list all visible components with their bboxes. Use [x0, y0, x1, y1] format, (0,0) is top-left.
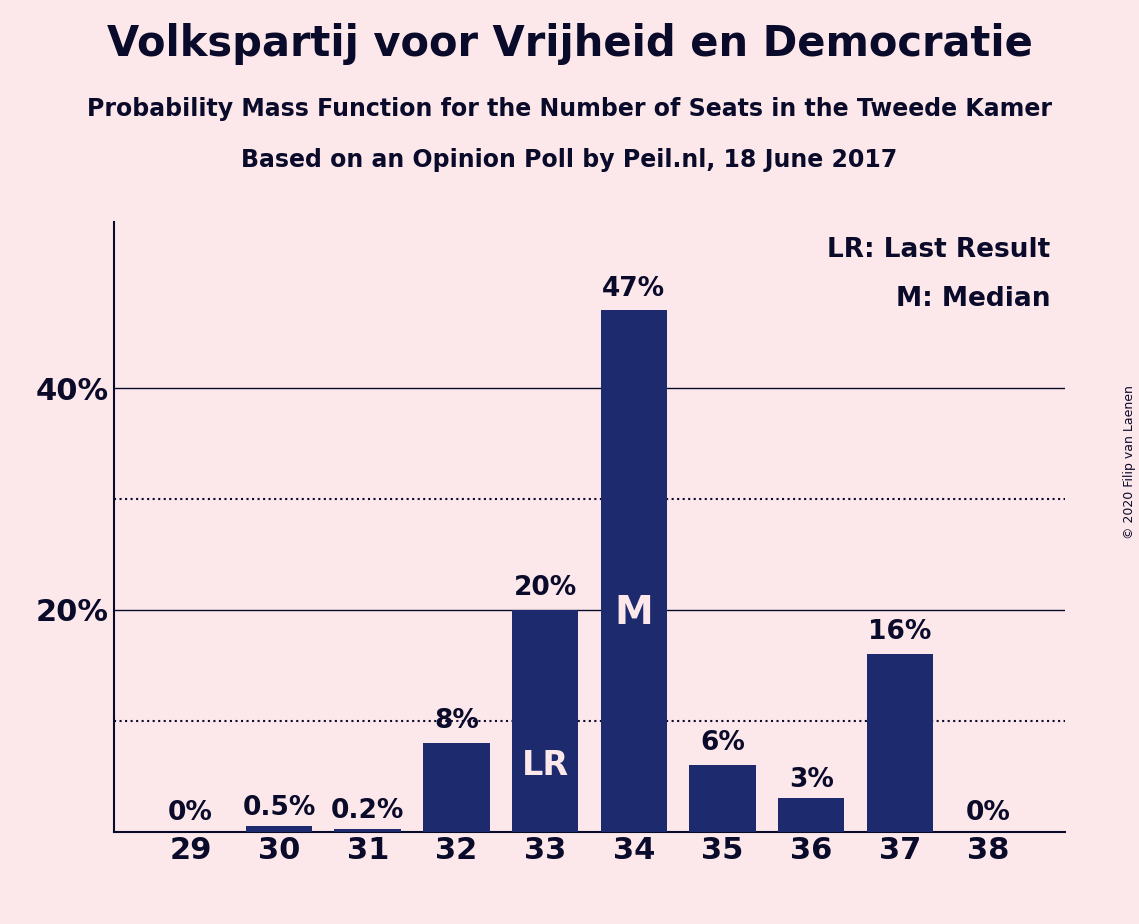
Bar [335, 830, 401, 832]
Text: LR: LR [522, 748, 568, 782]
Text: 0.2%: 0.2% [331, 797, 404, 824]
Text: 6%: 6% [700, 730, 745, 756]
Text: 20%: 20% [514, 575, 576, 601]
Text: 3%: 3% [788, 767, 834, 793]
Text: 47%: 47% [603, 275, 665, 301]
Text: 16%: 16% [868, 619, 932, 645]
Text: © 2020 Filip van Laenen: © 2020 Filip van Laenen [1123, 385, 1137, 539]
Text: LR: Last Result: LR: Last Result [827, 237, 1050, 263]
Text: 0%: 0% [966, 800, 1011, 826]
Text: M: Median: M: Median [896, 286, 1050, 311]
Bar [778, 798, 844, 832]
Text: Based on an Opinion Poll by Peil.nl, 18 June 2017: Based on an Opinion Poll by Peil.nl, 18 … [241, 148, 898, 172]
Bar [689, 765, 755, 832]
Text: 0.5%: 0.5% [243, 795, 316, 821]
Bar [424, 743, 490, 832]
Bar [511, 610, 579, 832]
Bar [600, 310, 667, 832]
Text: 0%: 0% [167, 800, 213, 826]
Text: Volkspartij voor Vrijheid en Democratie: Volkspartij voor Vrijheid en Democratie [107, 23, 1032, 65]
Bar [246, 826, 312, 832]
Text: Probability Mass Function for the Number of Seats in the Tweede Kamer: Probability Mass Function for the Number… [87, 97, 1052, 121]
Text: M: M [614, 594, 653, 632]
Text: 8%: 8% [434, 708, 478, 734]
Bar [867, 654, 933, 832]
